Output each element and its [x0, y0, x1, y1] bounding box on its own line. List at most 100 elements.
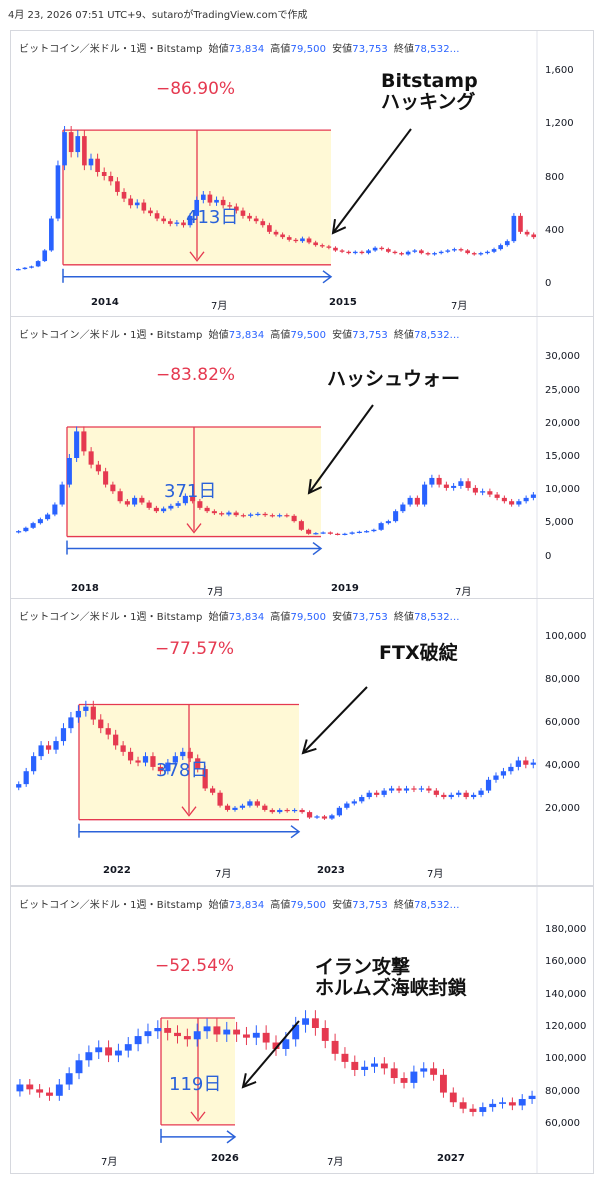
candle-body [306, 529, 312, 534]
y-tick-label: 140,000 [545, 988, 587, 1000]
candle-body [436, 477, 442, 485]
candle-body [98, 719, 104, 729]
candle-body [321, 816, 328, 819]
candle-body [103, 471, 109, 485]
candle-body [396, 788, 402, 791]
candle-body [148, 210, 153, 214]
candle-body [141, 202, 147, 211]
candle-body [349, 532, 355, 534]
candle-body [371, 1063, 378, 1067]
candle-body [16, 784, 22, 788]
candle-body [65, 1073, 73, 1085]
x-tick-label: 2022 [103, 865, 131, 876]
high-value: 79,500 [290, 330, 327, 341]
candle-body [293, 239, 299, 242]
candle-body [342, 533, 348, 535]
candle-body [499, 1102, 506, 1104]
x-tick-label: 2015 [329, 297, 357, 308]
candle-body [154, 1028, 162, 1032]
candle-body [306, 812, 313, 818]
drawdown-percent-label: −52.54% [155, 956, 235, 976]
candle-body [247, 801, 253, 806]
candle-body [299, 809, 305, 813]
close-value: 78,532... [414, 612, 460, 623]
candle-body [451, 485, 457, 488]
open-label: 始値 [208, 330, 229, 341]
candle-body [85, 1052, 93, 1061]
y-tick-label: 1,200 [545, 118, 574, 130]
candle-body [392, 251, 398, 254]
candle-body [410, 1071, 418, 1083]
candle-body [291, 515, 297, 522]
candle-body [277, 809, 283, 813]
y-tick-label: 160,000 [545, 956, 587, 968]
y-tick-label: 400 [545, 224, 565, 236]
high-label: 高値 [270, 900, 291, 911]
x-tick-label: 2027 [437, 1153, 465, 1164]
candle-body [23, 527, 29, 532]
x-tick-label: 2023 [317, 865, 345, 876]
candle-body [498, 245, 503, 250]
candle-body [135, 760, 141, 763]
candle-body [167, 221, 173, 224]
candle-body [364, 531, 370, 533]
y-tick-label: 10,000 [545, 484, 580, 496]
candle-body [153, 507, 159, 512]
candle-body [46, 1092, 53, 1096]
event-annotation-line: FTX破綻 [379, 642, 458, 664]
candle-body [121, 191, 127, 199]
candle-body [82, 136, 87, 166]
candle-body [523, 760, 529, 765]
candle-body [528, 1095, 536, 1100]
candle-body [302, 1018, 309, 1025]
y-tick-label: 15,000 [545, 451, 580, 462]
candle-body [30, 523, 36, 528]
low-label: 安値 [332, 44, 353, 55]
x-tick-label: 7月 [451, 301, 468, 312]
candle-body [292, 1024, 300, 1040]
event-annotation: FTX破綻 [379, 643, 458, 664]
candle-body [311, 1018, 319, 1028]
event-arrow [302, 686, 368, 754]
candle-body [381, 790, 387, 795]
candle-body [284, 809, 290, 812]
candle-body [197, 501, 203, 508]
candle-body [161, 218, 166, 222]
candle-body [449, 1092, 457, 1103]
y-tick-label: 100,000 [545, 630, 587, 642]
candle-body [90, 706, 96, 720]
duration-days-label: 371日 [164, 481, 217, 502]
event-annotation-line: Bitstamp [381, 70, 478, 92]
y-tick-label: 100,000 [545, 1053, 587, 1065]
event-arrowhead [241, 1073, 257, 1089]
candle-body [45, 514, 51, 520]
candle-body [500, 771, 507, 776]
close-value: 78,532... [414, 44, 460, 55]
candle-body [456, 792, 462, 795]
candle-body [219, 513, 225, 515]
drawdown-percent-label: −83.82% [156, 365, 236, 385]
candle-body [400, 504, 406, 512]
open-value: 73,834 [228, 44, 265, 55]
candle-body [175, 503, 181, 506]
close-value: 78,532... [414, 900, 460, 911]
candle-body [95, 464, 101, 472]
candle-body [359, 797, 365, 802]
event-arrowhead [301, 739, 317, 755]
candle-body [491, 249, 497, 252]
candle-body [471, 253, 477, 255]
high-value: 79,500 [290, 900, 327, 911]
low-value: 73,753 [352, 900, 388, 911]
candle-body [326, 246, 332, 248]
candlestick-chart-svg [16, 599, 538, 885]
y-tick-label: 0 [545, 550, 552, 562]
candle-body [74, 431, 80, 458]
candle-body [101, 172, 107, 176]
candle-body [411, 788, 417, 790]
close-label: 終値 [393, 330, 415, 341]
x-tick-label: 2018 [71, 583, 99, 594]
candle-body [195, 758, 201, 770]
y-tick-label: 40,000 [545, 759, 580, 771]
candle-body [438, 251, 444, 254]
candle-body [202, 769, 208, 789]
